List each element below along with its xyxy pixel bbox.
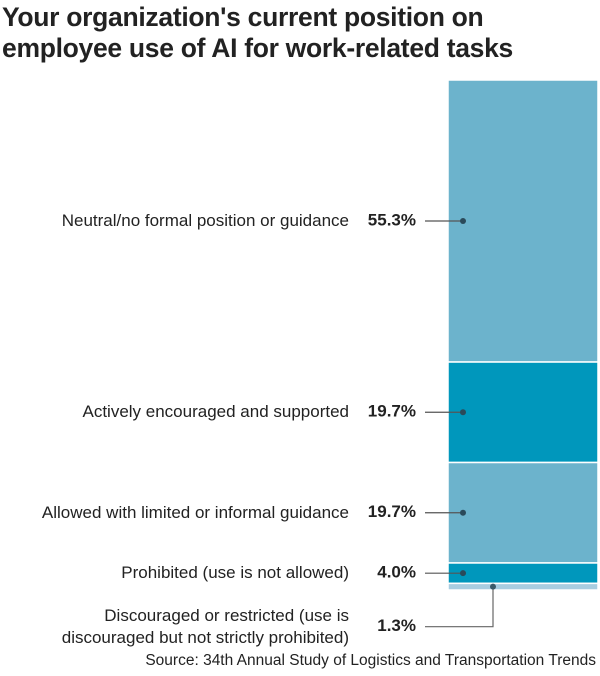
category-label: Discouraged or restricted (use is discou… [61,605,349,647]
bar-segment [447,79,599,363]
value-label: 4.0% [377,563,416,582]
bar-segment [447,562,599,585]
chart-title: Your organization's current position on … [2,2,513,63]
category-label: Prohibited (use is not allowed) [121,563,349,583]
value-label: 1.3% [377,616,416,635]
bar-segment [447,582,599,591]
category-label: Allowed with limited or informal guidanc… [41,502,349,522]
bar-segment [447,361,599,464]
source: Source: 34th Annual Study of Logistics a… [145,652,596,669]
leader-dot [460,570,466,577]
value-label: 19.7% [368,502,416,521]
leader-dot [490,583,496,590]
category-label: Neutral/no formal position or guidance [61,211,349,230]
value-label: 19.7% [368,402,416,421]
leader-dot [460,409,466,416]
leader-dot [460,509,466,516]
category-label: Actively encouraged and supported [82,402,349,422]
value-label: 55.3% [368,210,416,229]
leader-dot [460,218,466,225]
leader-line [425,586,494,628]
bar-segment [447,461,599,564]
